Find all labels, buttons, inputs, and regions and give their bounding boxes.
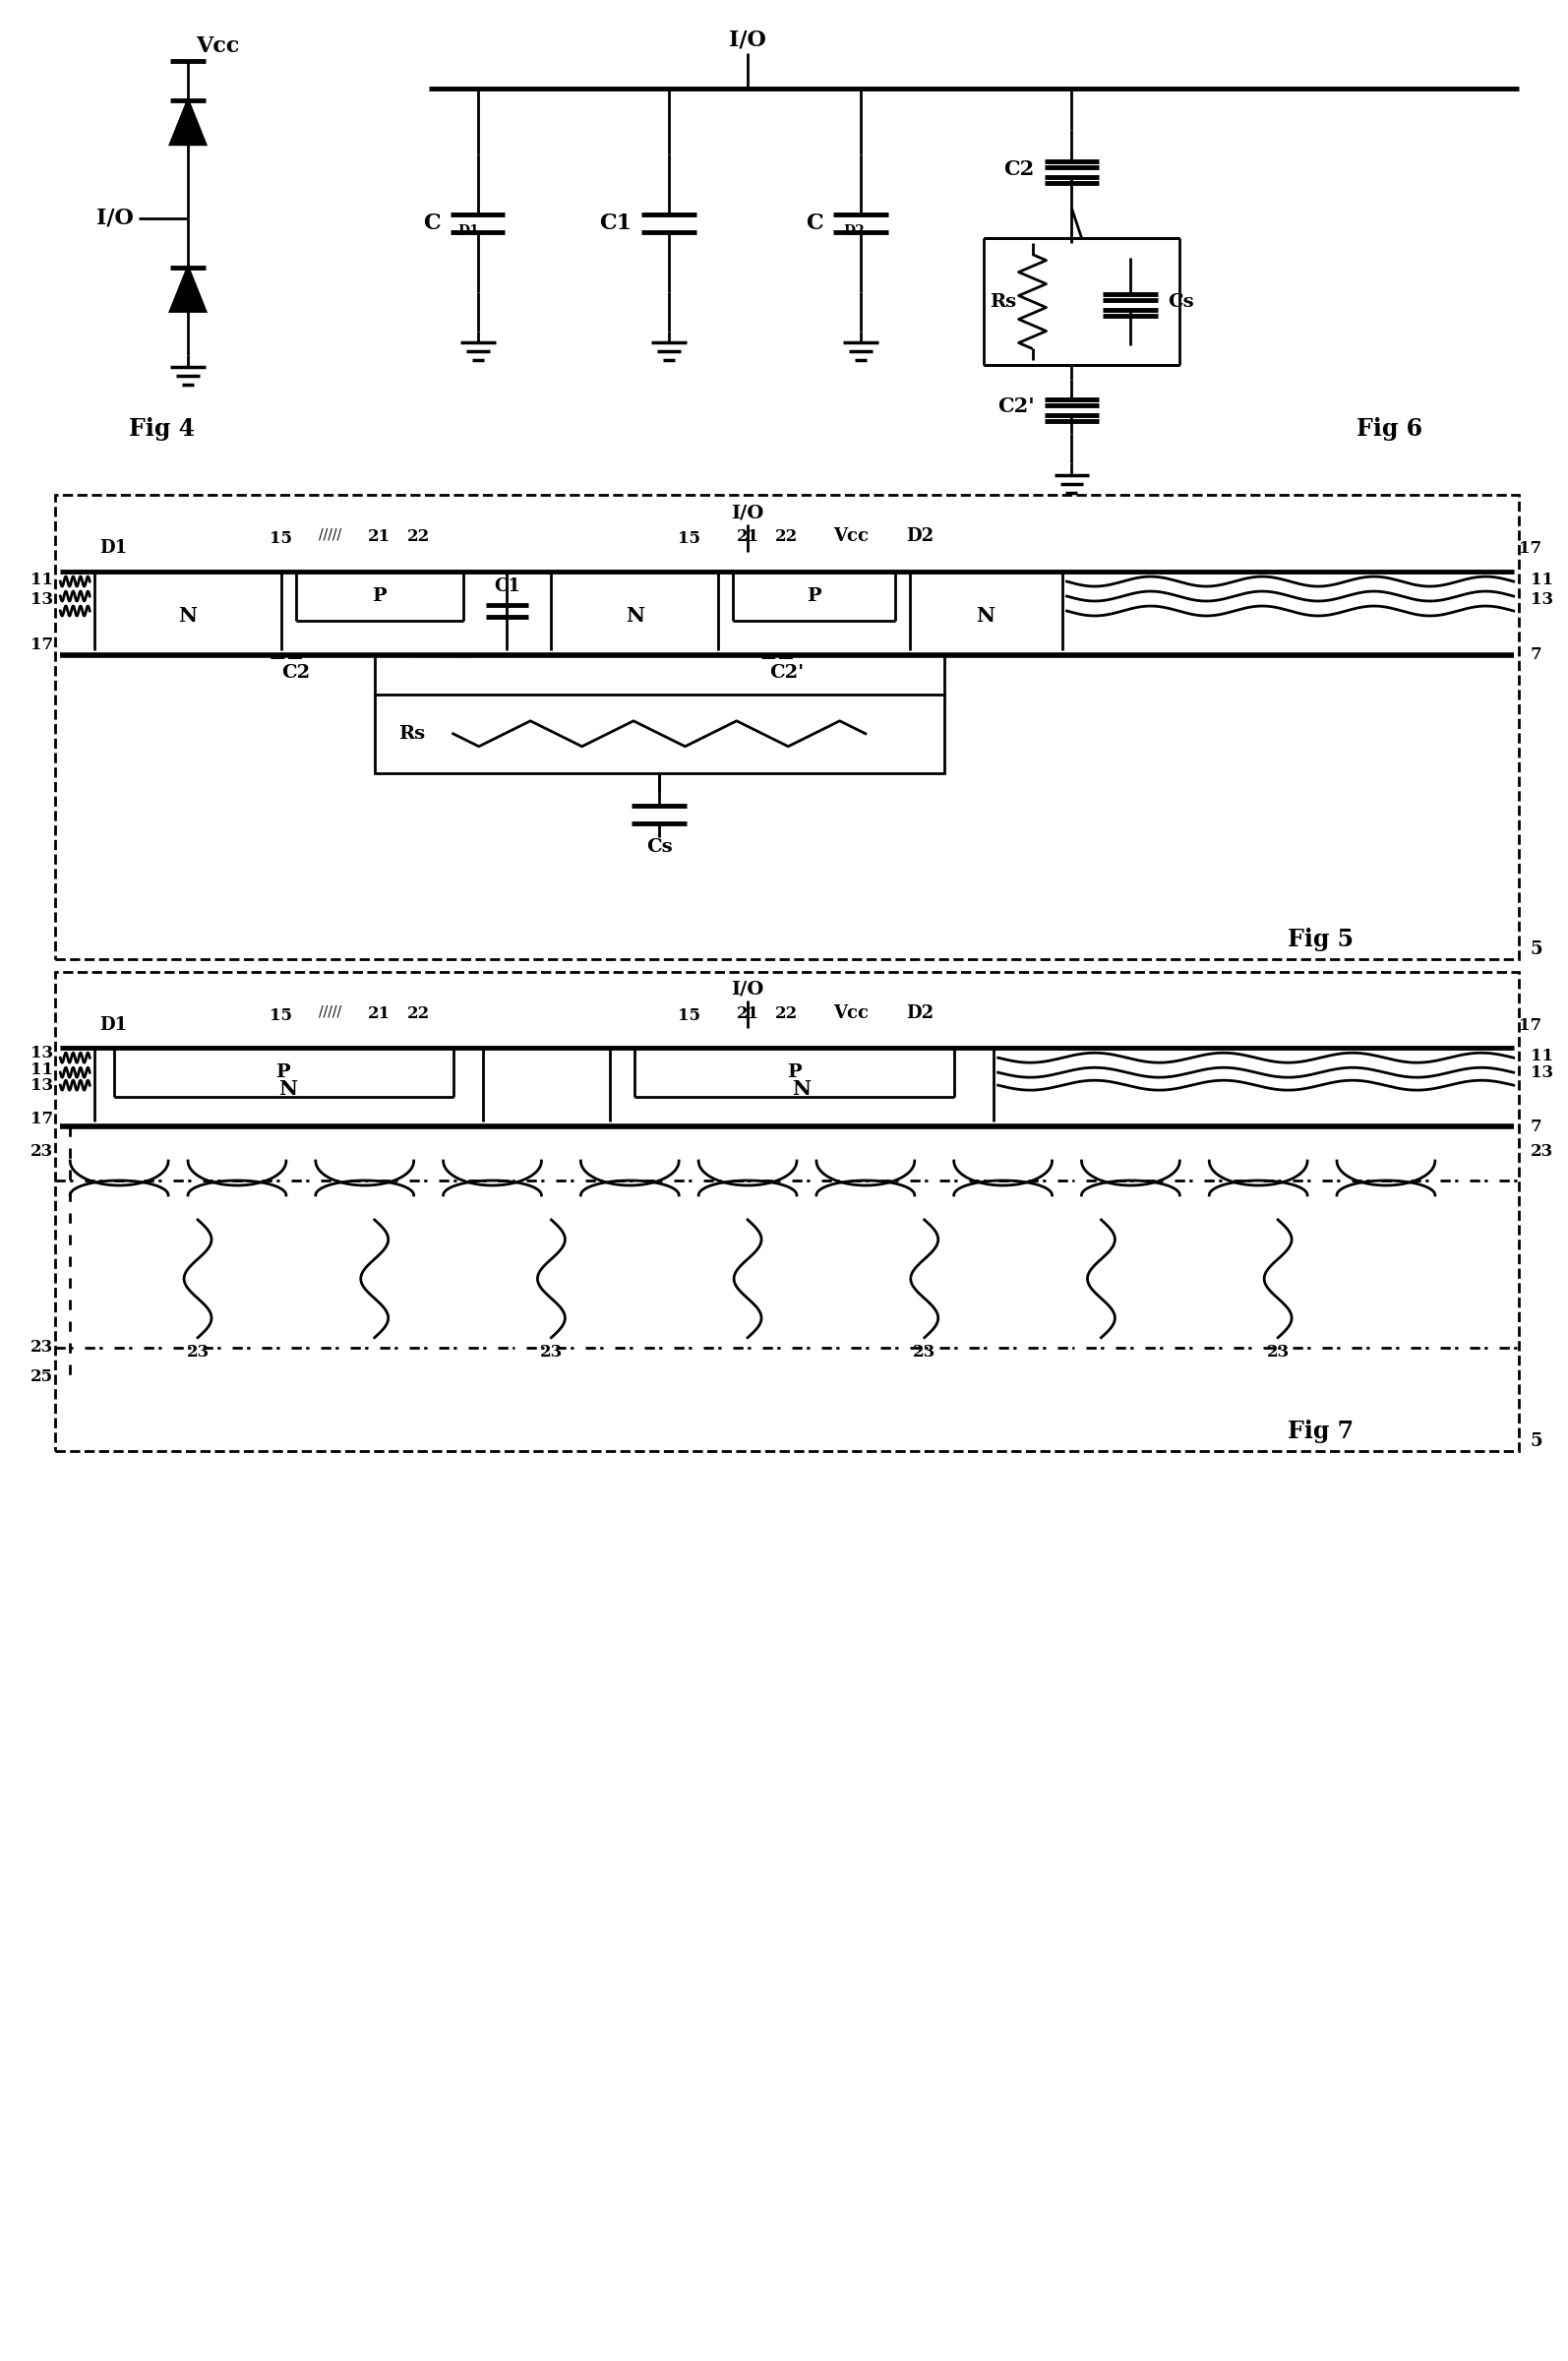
Text: 23: 23	[30, 1339, 53, 1355]
Text: N: N	[279, 1079, 298, 1098]
Text: ==: ==	[268, 647, 304, 668]
Text: 21: 21	[737, 529, 759, 545]
Polygon shape	[171, 99, 205, 144]
Text: 23: 23	[913, 1343, 936, 1360]
Text: C2': C2'	[997, 397, 1035, 416]
Text: 21: 21	[737, 1006, 759, 1022]
Text: 11: 11	[1530, 571, 1552, 588]
Text: 15: 15	[677, 1008, 699, 1025]
Text: C: C	[806, 212, 823, 234]
Text: I/O: I/O	[731, 503, 764, 522]
Text: 15: 15	[270, 529, 293, 548]
Text: 13: 13	[31, 1077, 53, 1093]
Text: D1: D1	[99, 538, 127, 557]
Text: 22: 22	[776, 1006, 798, 1022]
Text: 23: 23	[1267, 1343, 1289, 1360]
Text: 11: 11	[1530, 1048, 1552, 1065]
Text: N: N	[792, 1079, 811, 1098]
Text: Fig 7: Fig 7	[1287, 1419, 1353, 1443]
Text: Fig 4: Fig 4	[129, 418, 194, 442]
Text: D1: D1	[99, 1018, 127, 1034]
Text: C1: C1	[599, 212, 632, 234]
Text: Rs: Rs	[989, 293, 1016, 309]
Bar	[55, 973, 1518, 1450]
Text: 22: 22	[408, 529, 430, 545]
Text: 11: 11	[31, 1060, 53, 1079]
Text: /////: /////	[318, 527, 342, 541]
Text: C2: C2	[1004, 158, 1035, 179]
Text: 21: 21	[368, 1006, 390, 1022]
Text: C2': C2'	[770, 663, 804, 682]
Text: Vcc: Vcc	[196, 35, 240, 57]
Text: 5: 5	[1530, 1431, 1543, 1450]
Bar	[55, 496, 1518, 959]
Text: 17: 17	[31, 1110, 53, 1126]
Text: Cs: Cs	[646, 838, 673, 855]
Text: 7: 7	[1530, 647, 1541, 663]
Text: 15: 15	[270, 1008, 293, 1025]
Text: 22: 22	[776, 529, 798, 545]
Text: I/O: I/O	[97, 208, 133, 229]
Text: D2: D2	[906, 1006, 933, 1022]
Text: ==: ==	[759, 647, 795, 668]
Text: 21: 21	[368, 529, 390, 545]
Text: 23: 23	[30, 1143, 53, 1159]
Text: 13: 13	[1530, 1065, 1552, 1081]
Text: 13: 13	[31, 590, 53, 607]
Text: P: P	[806, 588, 820, 604]
Text: P: P	[276, 1062, 290, 1081]
Text: P: P	[372, 588, 387, 604]
Text: 11: 11	[31, 571, 53, 588]
Text: I/O: I/O	[729, 28, 767, 50]
Text: Fig 6: Fig 6	[1356, 418, 1422, 442]
Text: 13: 13	[31, 1044, 53, 1060]
Text: 23: 23	[1530, 1143, 1554, 1159]
Text: D1: D1	[458, 224, 480, 238]
Text: 23: 23	[539, 1343, 563, 1360]
Text: D2: D2	[906, 527, 933, 545]
Text: C1: C1	[494, 578, 521, 595]
Text: P: P	[787, 1062, 801, 1081]
Text: N: N	[975, 607, 994, 626]
Text: 22: 22	[408, 1006, 430, 1022]
Text: Fig 5: Fig 5	[1287, 928, 1353, 951]
Text: I/O: I/O	[731, 980, 764, 999]
Text: 7: 7	[1530, 1119, 1541, 1136]
Text: C: C	[423, 212, 441, 234]
Text: 5: 5	[1530, 942, 1543, 959]
Text: 23: 23	[187, 1343, 209, 1360]
Text: 25: 25	[31, 1369, 53, 1386]
Text: 13: 13	[1530, 590, 1552, 607]
Text: C2: C2	[282, 663, 310, 682]
Polygon shape	[171, 267, 205, 312]
Bar	[375, 694, 944, 772]
Text: D2: D2	[844, 224, 864, 238]
Text: Rs: Rs	[398, 725, 425, 741]
Text: 17: 17	[1518, 1018, 1541, 1034]
Text: 17: 17	[31, 637, 53, 654]
Text: 17: 17	[1518, 541, 1541, 557]
Text: N: N	[179, 607, 198, 626]
Text: N: N	[626, 607, 644, 626]
Text: Vcc: Vcc	[833, 1006, 869, 1022]
Text: Cs: Cs	[1168, 293, 1195, 309]
Text: 15: 15	[677, 529, 699, 548]
Text: /////: /////	[318, 1006, 342, 1018]
Text: Vcc: Vcc	[833, 527, 869, 545]
